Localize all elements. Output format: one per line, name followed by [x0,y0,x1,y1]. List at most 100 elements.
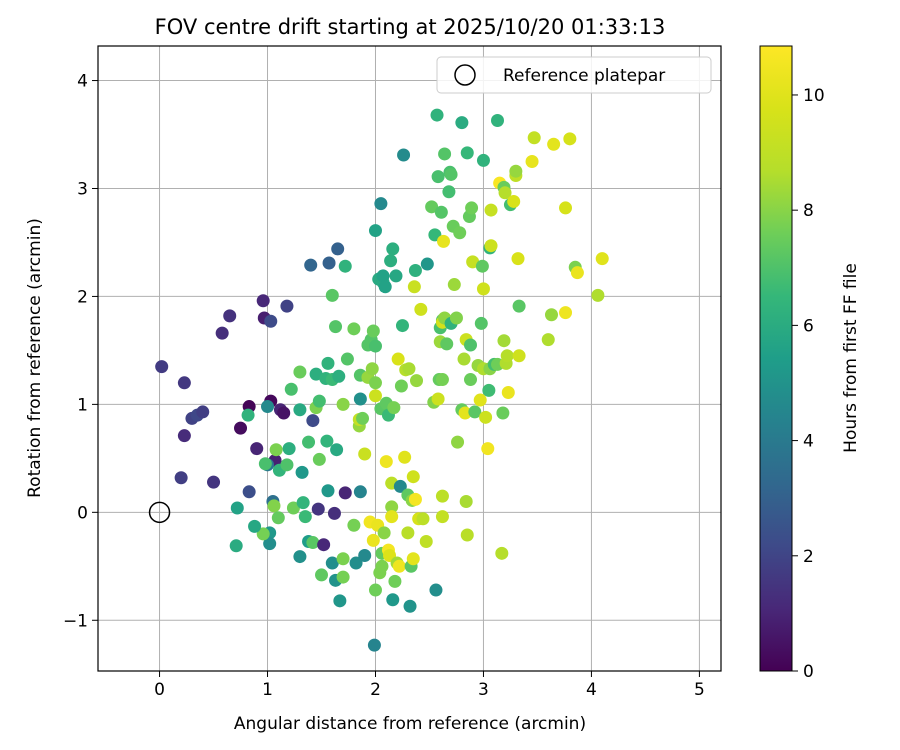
data-point [420,257,434,271]
data-point [298,510,312,524]
data-point [460,528,474,542]
data-point [368,389,382,403]
data-point [284,382,298,396]
data-point [388,574,402,588]
data-point [541,333,555,347]
y-tick-label: 3 [77,179,88,199]
data-point [263,537,277,551]
data-point [408,492,422,506]
data-point [386,242,400,256]
x-tick-label: 4 [586,680,597,700]
data-point [464,373,478,387]
data-point [419,534,433,548]
data-point [385,500,399,514]
colorbar-tick-label: 4 [803,432,814,452]
data-point [336,397,350,411]
colorbar: 0 2 4 6 8 10 Hours from first FF file [759,45,861,682]
data-point [280,458,294,472]
data-point [434,205,448,219]
x-tick-label: 3 [478,680,489,700]
data-point [429,583,443,597]
data-point [264,314,278,328]
y-tick-label: −1 [63,611,88,631]
data-point [293,365,307,379]
data-point [570,266,584,280]
data-point [559,201,573,215]
data-point [403,599,417,613]
data-point [563,132,577,146]
data-point [447,278,461,292]
chart-title: FOV centre drift starting at 2025/10/20 … [155,15,666,39]
data-point [387,401,401,415]
data-point [410,374,424,388]
data-point [311,502,325,516]
data-point [321,484,335,498]
legend-box [436,56,712,94]
y-tick-label: 1 [77,395,88,415]
data-point [242,485,256,499]
data-point [293,550,307,564]
data-point [435,373,449,387]
data-point [525,155,539,169]
data-point [453,226,467,240]
data-point [497,334,511,348]
colorbar-tick-label: 8 [803,201,814,221]
data-point [327,506,341,520]
data-point [466,255,480,269]
data-point [312,394,326,408]
data-point [368,339,382,353]
data-point [457,352,471,366]
data-point [256,527,270,541]
data-point [155,360,169,374]
data-point [322,256,336,270]
data-point [440,337,454,351]
data-point [379,455,393,469]
data-point [496,406,510,420]
data-point [512,299,526,313]
data-point [595,252,609,266]
data-point [267,499,281,513]
data-point [591,288,605,302]
data-point [349,556,363,570]
data-point [312,452,326,466]
data-point [378,280,392,294]
data-point [392,559,406,573]
data-point [498,186,512,200]
data-point [406,552,420,566]
data-point [338,259,352,273]
data-point [271,511,285,525]
data-point [358,447,372,461]
data-point [293,403,307,417]
data-point [435,489,449,503]
x-tick-label: 0 [154,680,165,700]
data-point [347,518,361,532]
data-point [394,379,408,393]
data-point [356,411,370,425]
data-point [353,485,367,499]
data-point [295,465,309,479]
data-point [375,559,389,573]
data-point [398,450,412,464]
data-point [331,242,345,256]
colorbar-tick-label: 6 [803,316,814,336]
data-point [500,349,514,363]
data-point [333,594,347,608]
data-point [476,282,490,296]
y-axis-ticks: −1 0 1 2 3 4 [63,72,98,631]
y-axis-label: Rotation from reference (arcmin) [25,218,45,498]
data-point [511,252,525,266]
data-point [458,406,472,420]
data-point [256,294,270,308]
data-point [302,435,316,449]
data-point [377,526,391,540]
data-point [425,200,439,214]
data-point [296,496,310,510]
data-point [475,259,489,273]
data-point [501,386,515,400]
data-point [304,258,318,272]
data-point [481,442,495,456]
data-point [366,533,380,547]
data-point [451,435,465,449]
data-point [325,556,339,570]
